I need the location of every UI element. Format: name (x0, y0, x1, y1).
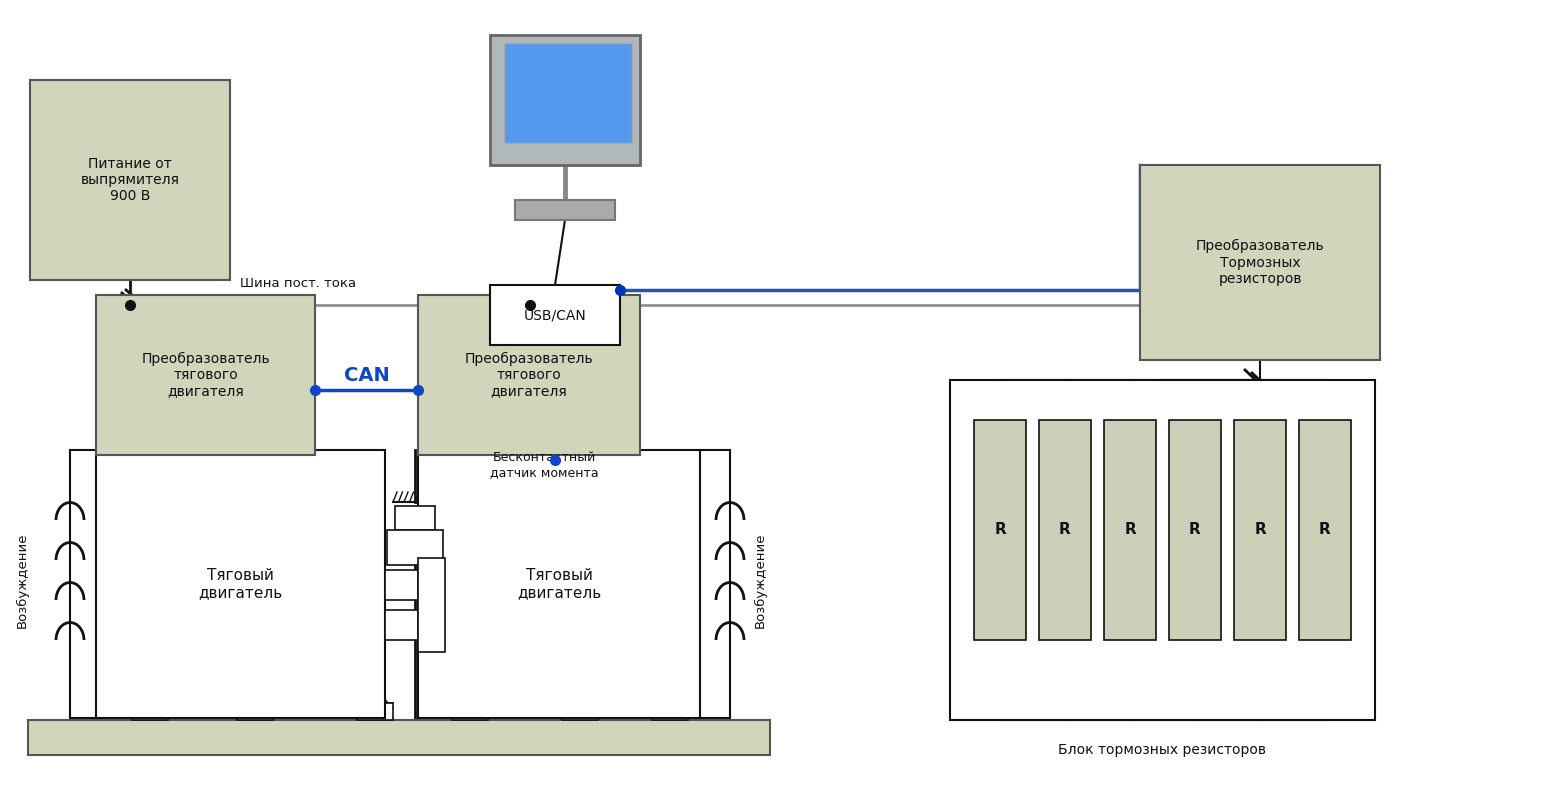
Bar (1039, 420, 1090, 640)
Bar (562, 703, 597, 720)
Bar (395, 506, 435, 530)
Text: Бесконтактный
датчик момента: Бесконтактный датчик момента (490, 451, 599, 479)
Bar (30, 80, 229, 280)
Bar (418, 295, 640, 455)
Text: Преобразователь
тягового
двигателя: Преобразователь тягового двигателя (142, 351, 270, 398)
Text: R: R (1254, 522, 1265, 537)
Bar (950, 380, 1374, 720)
Bar (385, 570, 418, 600)
Bar (418, 450, 700, 718)
Text: Тяговый
двигатель: Тяговый двигатель (516, 568, 601, 600)
Text: Блок тормозных резисторов: Блок тормозных резисторов (1058, 743, 1267, 757)
Bar (973, 420, 1026, 640)
Bar (490, 285, 619, 345)
Bar (387, 530, 443, 565)
Bar (652, 703, 688, 720)
Text: R: R (1189, 522, 1201, 537)
Bar (418, 558, 445, 652)
Text: R: R (1320, 522, 1331, 537)
Bar (1234, 420, 1285, 640)
Bar (237, 703, 273, 720)
Bar (504, 43, 632, 143)
Text: R: R (1059, 522, 1070, 537)
Bar (385, 610, 418, 640)
Bar (28, 720, 771, 755)
Bar (97, 450, 385, 718)
Text: Тяговый
двигатель: Тяговый двигатель (198, 568, 282, 600)
Text: CAN: CAN (345, 366, 390, 385)
Bar (133, 703, 168, 720)
Bar (1299, 420, 1351, 640)
Text: R: R (994, 522, 1006, 537)
Text: Возбуждение: Возбуждение (753, 532, 766, 628)
Text: Преобразователь
Тормозных
резисторов: Преобразователь Тормозных резисторов (1195, 240, 1324, 286)
Bar (515, 200, 615, 220)
Text: Возбуждение: Возбуждение (16, 532, 28, 628)
Bar (1104, 420, 1156, 640)
Text: Шина пост. тока: Шина пост. тока (240, 277, 356, 290)
Bar (357, 703, 393, 720)
Text: Питание от
выпрямителя
900 В: Питание от выпрямителя 900 В (81, 157, 179, 203)
Bar (1168, 420, 1221, 640)
Text: R: R (1125, 522, 1136, 537)
Text: Преобразователь
тягового
двигателя: Преобразователь тягового двигателя (465, 351, 593, 398)
Text: USB/CAN: USB/CAN (524, 308, 587, 322)
Bar (97, 295, 315, 455)
Bar (490, 35, 640, 165)
Bar (1140, 165, 1381, 360)
Bar (452, 703, 488, 720)
